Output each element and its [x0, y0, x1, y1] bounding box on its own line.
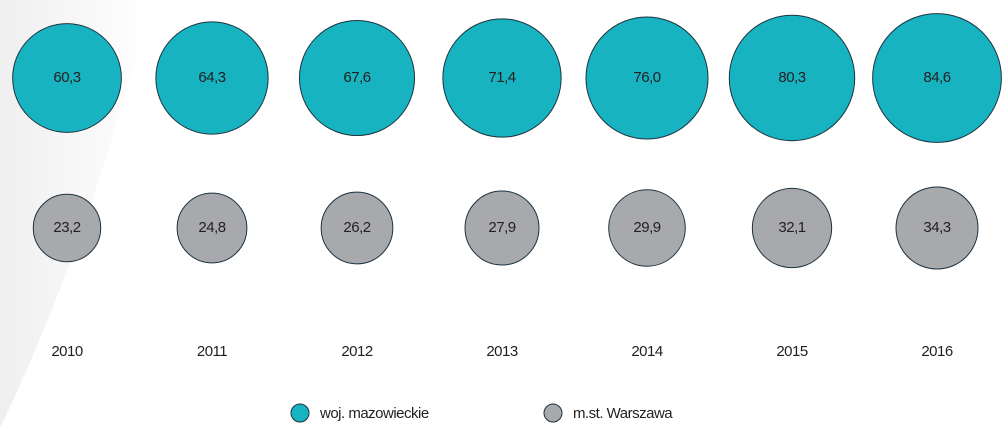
- data-label: 67,6: [343, 69, 370, 86]
- bubble: [751, 187, 833, 269]
- bubble: [320, 191, 394, 265]
- bubble: [155, 21, 269, 135]
- bubble: [872, 13, 1002, 143]
- data-label: 80,3: [778, 69, 805, 86]
- bubble: [12, 23, 122, 133]
- x-tick-label: 2013: [486, 343, 518, 360]
- data-label: 84,6: [923, 69, 950, 86]
- bubble: [298, 19, 416, 137]
- bubble: [464, 190, 540, 266]
- x-tick-label: 2015: [776, 343, 808, 360]
- data-label: 32,1: [778, 219, 805, 236]
- data-label: 60,3: [53, 69, 80, 86]
- data-label: 27,9: [488, 219, 515, 236]
- bubble: [442, 18, 562, 138]
- x-tick-label: 2014: [631, 343, 663, 360]
- x-tick-label: 2011: [197, 343, 227, 360]
- data-label: 26,2: [343, 219, 370, 236]
- bubble: [32, 193, 102, 263]
- data-label: 64,3: [198, 69, 225, 86]
- data-label: 34,3: [923, 219, 950, 236]
- data-label: 24,8: [198, 219, 225, 236]
- legend-marker: [543, 403, 563, 423]
- bubble: [176, 192, 248, 264]
- bubble: [895, 186, 979, 270]
- data-label: 23,2: [53, 219, 80, 236]
- x-tick-label: 2010: [51, 343, 83, 360]
- legend-label: woj. mazowieckie: [319, 405, 429, 422]
- bubble: [585, 16, 709, 140]
- x-tick-label: 2012: [341, 343, 373, 360]
- x-tick-label: 2016: [921, 343, 953, 360]
- bubble: [728, 14, 856, 142]
- data-label: 71,4: [488, 69, 515, 86]
- legend-marker: [290, 403, 310, 423]
- data-label: 29,9: [633, 219, 660, 236]
- data-label: 76,0: [633, 69, 660, 86]
- bubble: [608, 189, 686, 267]
- legend-label: m.st. Warszawa: [573, 405, 673, 422]
